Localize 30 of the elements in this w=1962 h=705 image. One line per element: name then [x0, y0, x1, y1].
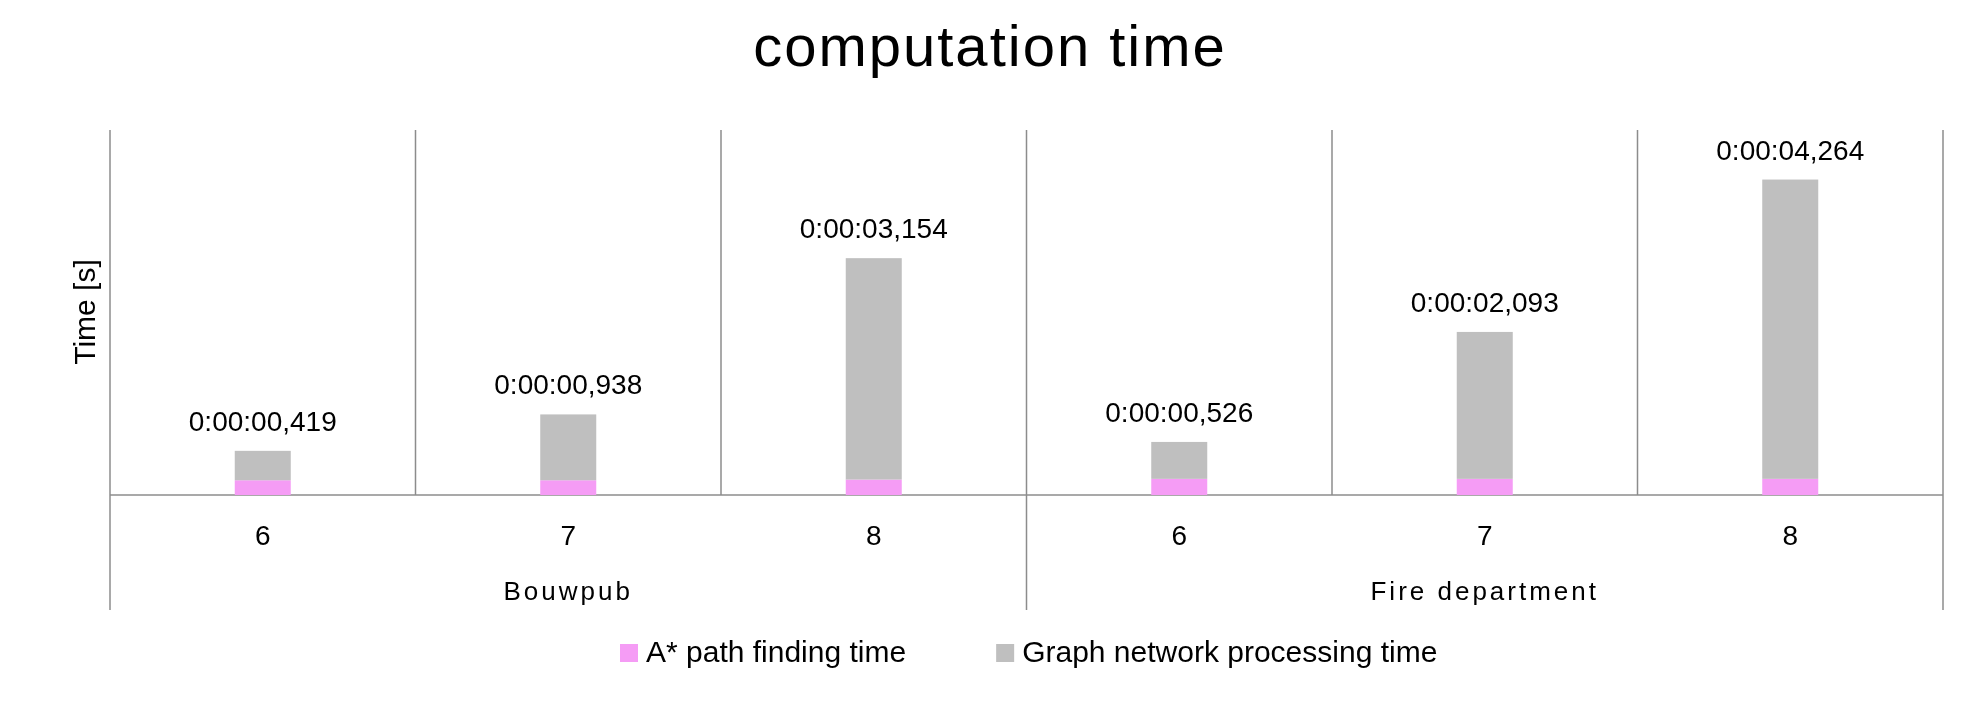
x-tick-label: 6: [254, 520, 271, 551]
text: Bouwpub: [503, 576, 633, 606]
bar: [845, 479, 902, 495]
x-tick-label: 7: [1476, 520, 1493, 551]
legend-label: Graph network processing time: [1022, 635, 1438, 668]
bar: [1151, 478, 1208, 495]
bar: [1456, 331, 1513, 479]
data-label: 0:00:03,154: [799, 213, 948, 245]
bar: [540, 414, 597, 481]
text: Fire department: [1370, 576, 1600, 606]
legend-label: A* path finding time: [646, 635, 907, 668]
data-label: 0:00:00,526: [1105, 396, 1254, 428]
data-label: 0:00:00,938: [494, 369, 643, 401]
x-tick-label: 8: [865, 520, 882, 551]
bar: [234, 480, 291, 495]
x-tick-label: 6: [1171, 520, 1188, 551]
bar: [1762, 179, 1819, 479]
bar: [1456, 478, 1513, 495]
y-axis-title: Time [s]: [68, 259, 101, 365]
bar: [845, 258, 902, 480]
x-tick-label: 8: [1782, 520, 1799, 551]
bar: [1762, 478, 1819, 495]
data-label: 0:00:02,093: [1410, 286, 1559, 318]
bar: [540, 480, 597, 495]
bar: [1151, 441, 1208, 479]
x-tick-label: 7: [560, 520, 577, 551]
chart-title: computation time: [753, 13, 1227, 78]
data-label: 0:00:00,419: [188, 405, 337, 437]
bar: [234, 450, 291, 481]
data-label: 0:00:04,264: [1716, 134, 1865, 166]
